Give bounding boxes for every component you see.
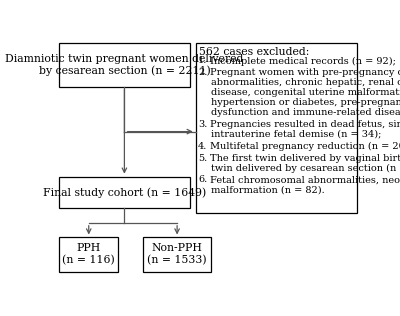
Text: malformation (n = 82).: malformation (n = 82). [211, 185, 325, 194]
Text: Non-PPH
(n = 1533): Non-PPH (n = 1533) [147, 244, 207, 265]
Bar [59, 177, 190, 208]
Text: 6.: 6. [198, 175, 208, 184]
Text: disease, congenital uterine malformation, chronic: disease, congenital uterine malformation… [211, 88, 400, 97]
Text: PPH
(n = 116): PPH (n = 116) [62, 244, 115, 265]
Text: 4.: 4. [198, 142, 208, 151]
Text: The first twin delivered by vaginal birth, the second: The first twin delivered by vaginal birt… [210, 154, 400, 162]
Bar [59, 43, 190, 87]
Text: dysfunction and immune-related diseases (n = 331);: dysfunction and immune-related diseases … [211, 108, 400, 117]
Text: Multifetal pregnancy reduction (n = 20);: Multifetal pregnancy reduction (n = 20); [210, 142, 400, 151]
Bar [59, 237, 118, 271]
Text: 1.: 1. [198, 57, 208, 65]
Text: 562 cases excluded:: 562 cases excluded: [200, 47, 310, 57]
Text: Incomplete medical records (n = 92);: Incomplete medical records (n = 92); [210, 57, 396, 65]
Text: intrauterine fetal demise (n = 34);: intrauterine fetal demise (n = 34); [211, 130, 382, 139]
Text: twin delivered by cesarean section (n = 3) ;: twin delivered by cesarean section (n = … [211, 163, 400, 173]
Text: 2.: 2. [198, 68, 208, 77]
Text: Pregnant women with pre-pregnancy coagulation: Pregnant women with pre-pregnancy coagul… [210, 68, 400, 77]
Text: Final study cohort (n = 1649): Final study cohort (n = 1649) [43, 187, 206, 198]
Text: 3.: 3. [198, 120, 208, 129]
Bar [143, 237, 211, 271]
Text: 5.: 5. [198, 154, 208, 162]
Bar [196, 43, 357, 213]
Text: Pregnancies resulted in dead fetus, single: Pregnancies resulted in dead fetus, sing… [210, 120, 400, 129]
Text: hypertension or diabetes, pre-pregnancy thyroid: hypertension or diabetes, pre-pregnancy … [211, 98, 400, 107]
Text: Fetal chromosomal abnormalities, neonatal: Fetal chromosomal abnormalities, neonata… [210, 175, 400, 184]
Text: Diamniotic twin pregnant women delivered
by cesarean section (n = 2211): Diamniotic twin pregnant women delivered… [5, 53, 244, 76]
Text: abnormalities, chronic hepatic, renal or cardiac: abnormalities, chronic hepatic, renal or… [211, 78, 400, 87]
